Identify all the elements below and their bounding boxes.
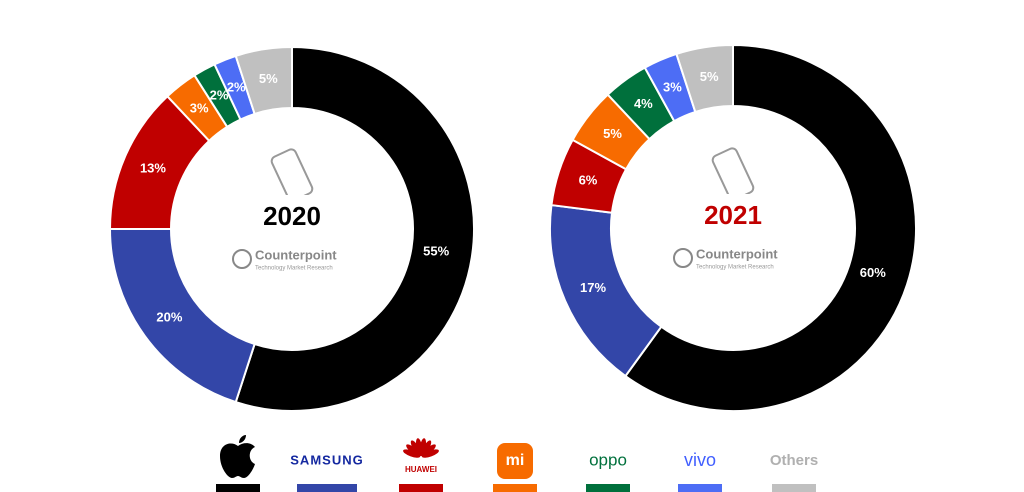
legend-label: vivo	[684, 450, 716, 470]
value-label: 2%	[227, 80, 246, 95]
huawei-petal	[421, 449, 439, 458]
value-label: 60%	[860, 265, 886, 280]
watermark-name: Counterpoint	[255, 247, 337, 262]
legend-swatch	[297, 484, 357, 492]
donut-segment	[234, 45, 293, 116]
value-label: 5%	[259, 71, 278, 86]
donut-segment	[234, 45, 475, 412]
value-label: 20%	[156, 309, 182, 324]
legend-label: SAMSUNG	[290, 452, 363, 467]
apple-logo	[220, 435, 255, 478]
legend-swatch	[772, 484, 816, 492]
year-label: 2021	[704, 200, 762, 230]
legend-swatch	[493, 484, 537, 492]
legend-label: Others	[770, 452, 818, 469]
value-label: 13%	[140, 160, 166, 175]
value-label: 17%	[580, 280, 606, 295]
legend-label: HUAWEI	[405, 465, 437, 474]
value-label: 2%	[210, 88, 229, 103]
watermark-logo	[673, 248, 693, 268]
watermark-logo	[232, 249, 252, 269]
year-box	[240, 195, 344, 239]
watermark-name: Counterpoint	[696, 246, 778, 261]
donut-segment	[624, 43, 917, 412]
mi-logo-box	[497, 443, 533, 479]
watermark-tagline: Technology Market Research	[696, 265, 774, 271]
legend-label: mi	[506, 452, 525, 469]
value-label: 3%	[190, 101, 209, 116]
legend-swatch	[678, 484, 722, 492]
legend-label: oppo	[589, 450, 627, 469]
legend-swatch	[216, 484, 260, 492]
value-label: 4%	[634, 96, 653, 111]
donut-segment	[675, 43, 734, 114]
year-box	[681, 194, 785, 238]
phone-icon	[711, 147, 755, 201]
phone-icon	[270, 148, 314, 202]
value-label: 6%	[579, 172, 598, 187]
year-label: 2020	[263, 201, 321, 231]
value-label: 5%	[603, 126, 622, 141]
legend-swatch	[586, 484, 630, 492]
value-label: 3%	[663, 79, 682, 94]
value-label: 55%	[423, 243, 449, 258]
value-label: 5%	[700, 69, 719, 84]
legend-swatch	[399, 484, 443, 492]
watermark-tagline: Technology Market Research	[255, 266, 333, 272]
